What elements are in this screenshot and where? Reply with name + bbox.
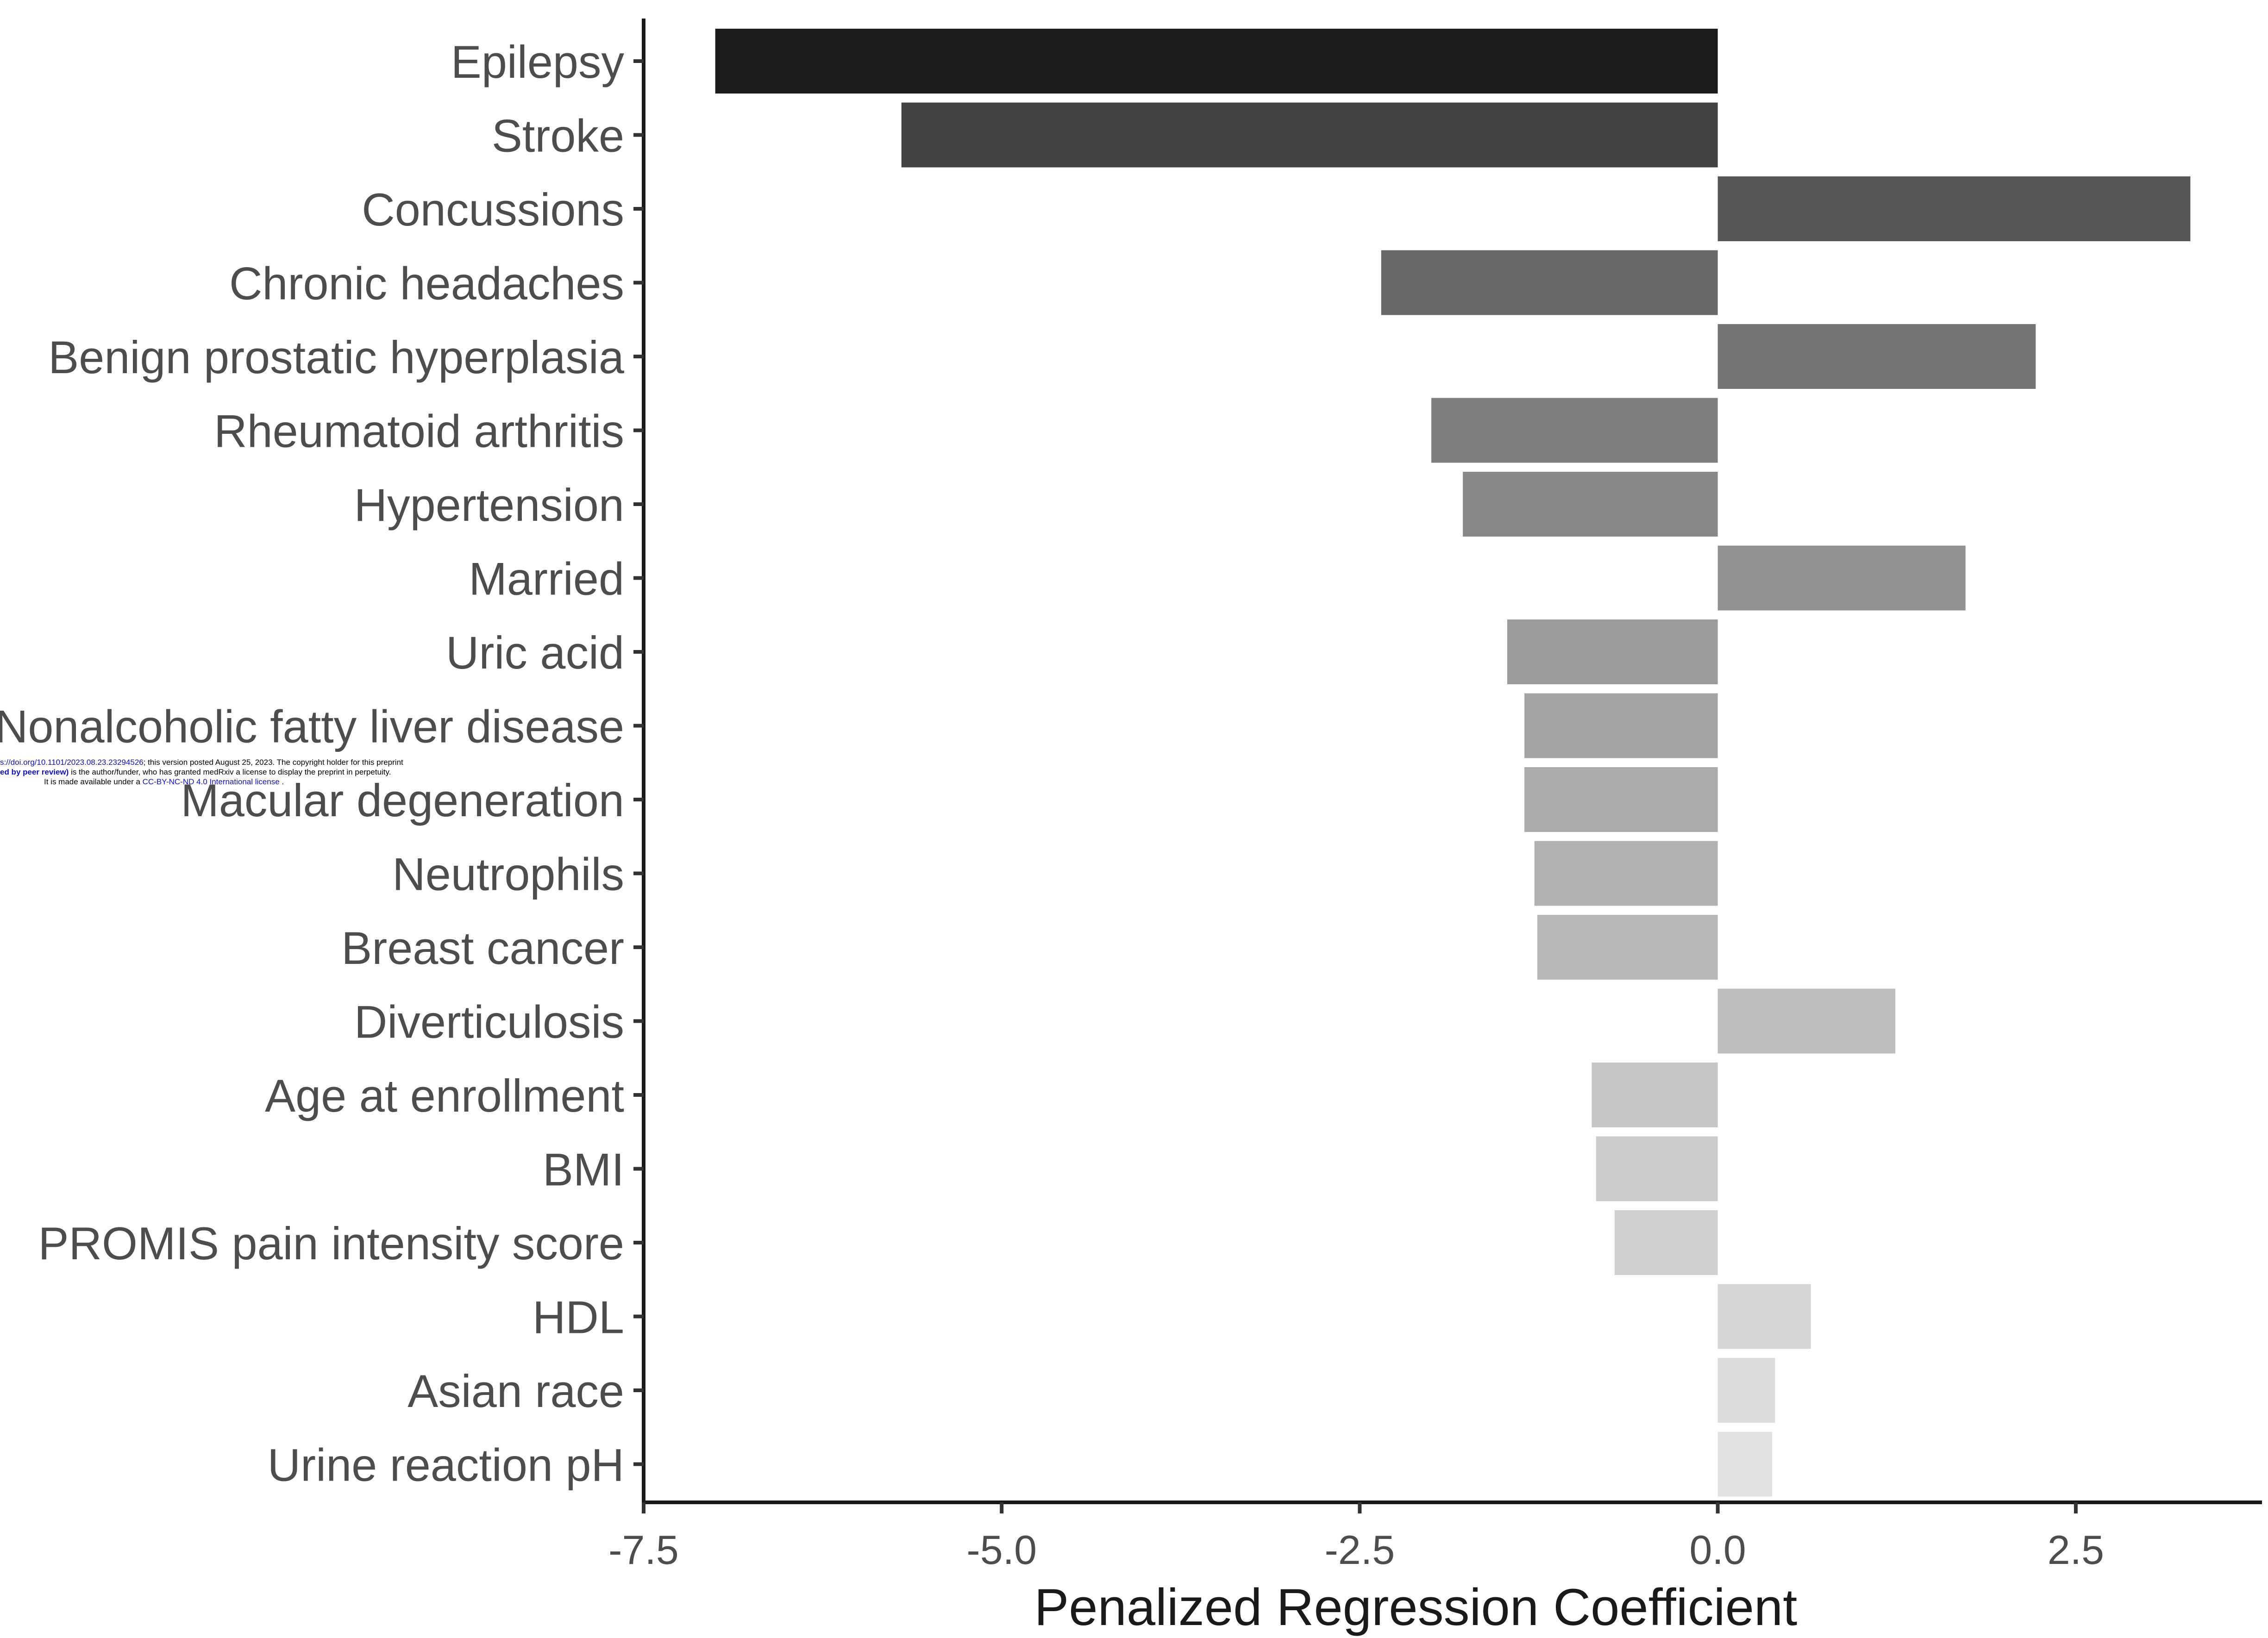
bar-age-at-enrollment <box>1591 1063 1718 1127</box>
bar-neutrophils <box>1534 841 1718 906</box>
y-tick-label: Hypertension <box>354 479 624 531</box>
bar-hypertension <box>1463 472 1718 537</box>
preprint-line-3-text: It is made available under a <box>44 777 143 786</box>
bar-concussions <box>1717 176 2191 241</box>
y-tick-label: BMI <box>543 1144 624 1195</box>
bar-married <box>1717 545 1966 611</box>
y-tick-label: Neutrophils <box>392 849 624 900</box>
preprint-line-2-text: is the author/funder, who has granted me… <box>69 768 391 776</box>
y-tick-labels: Epilepsy Stroke Concussions Chronic headach… <box>0 36 644 1491</box>
preprint-line-1-text: ; this version posted August 25, 2023. T… <box>143 758 403 767</box>
preprint-line-3-end: . <box>279 777 284 786</box>
x-tick-labels: -7.5 -5.0 -2.5 0.0 2.5 <box>608 1502 2104 1573</box>
bar-chronic-headaches <box>1381 250 1718 315</box>
x-tick-label: -5.0 <box>966 1527 1037 1573</box>
preprint-line-3: It is made available under a CC-BY-NC-ND… <box>0 777 556 787</box>
bar-urine-reaction-ph <box>1717 1432 1773 1497</box>
bar-bmi <box>1596 1136 1718 1201</box>
bar-diverticulosis <box>1717 988 1896 1054</box>
y-tick-label: HDL <box>533 1292 624 1343</box>
bar-promis-pain-intensity-score <box>1615 1210 1718 1275</box>
preprint-notice: s://doi.org/10.1101/2023.08.23.23294526;… <box>0 757 556 787</box>
y-tick-label: Chronic headaches <box>229 258 624 309</box>
y-tick-label: Nonalcoholic fatty liver disease <box>0 701 624 752</box>
x-axis-title: Penalized Regression Coefficient <box>1034 1578 1798 1636</box>
y-tick-label: Breast cancer <box>341 922 624 974</box>
bar-nonalcoholic-fatty-liver-disease <box>1524 693 1718 758</box>
bar-uric-acid <box>1507 619 1718 684</box>
bar-benign-prostatic-hyperplasia <box>1717 324 2036 389</box>
axes-layer <box>642 19 2262 1504</box>
x-tick-label: 0.0 <box>1690 1527 1746 1573</box>
bar-hdl <box>1717 1284 1811 1349</box>
bar-macular-degeneration <box>1524 767 1718 832</box>
peer-review-note: ed by peer review) <box>0 768 69 776</box>
y-tick-label: Epilepsy <box>451 36 625 88</box>
y-tick-label: PROMIS pain intensity score <box>38 1218 625 1269</box>
x-tick-label: 2.5 <box>2048 1527 2104 1573</box>
y-tick-label: Age at enrollment <box>265 1070 624 1121</box>
doi-link[interactable]: s://doi.org/10.1101/2023.08.23.23294526 <box>0 758 144 767</box>
preprint-line-1: s://doi.org/10.1101/2023.08.23.23294526;… <box>0 757 556 767</box>
preprint-line-2: ed by peer review) is the author/funder,… <box>0 767 556 777</box>
bar-rheumatoid-arthritis <box>1431 398 1718 463</box>
y-tick-label: Rheumatoid arthritis <box>214 406 624 457</box>
y-tick-label: Diverticulosis <box>354 996 624 1048</box>
y-tick-label: Uric acid <box>446 627 624 678</box>
bar-epilepsy <box>715 29 1718 94</box>
y-tick-label: Asian race <box>407 1365 624 1417</box>
y-tick-label: Married <box>469 553 624 605</box>
bar-asian-race <box>1717 1358 1775 1423</box>
license-link[interactable]: CC-BY-NC-ND 4.0 International license <box>142 777 280 786</box>
y-tick-label: Macular degeneration <box>181 775 624 826</box>
x-tick-label: -7.5 <box>608 1527 679 1573</box>
bar-stroke <box>901 102 1718 168</box>
y-tick-label: Benign prostatic hyperplasia <box>48 331 625 383</box>
y-tick-label: Concussions <box>362 184 624 235</box>
x-tick-label: -2.5 <box>1325 1527 1395 1573</box>
bar-breast-cancer <box>1537 915 1718 980</box>
y-tick-label: Stroke <box>492 110 624 162</box>
y-tick-label: Urine reaction pH <box>268 1439 624 1491</box>
bars-layer <box>715 29 2191 1497</box>
